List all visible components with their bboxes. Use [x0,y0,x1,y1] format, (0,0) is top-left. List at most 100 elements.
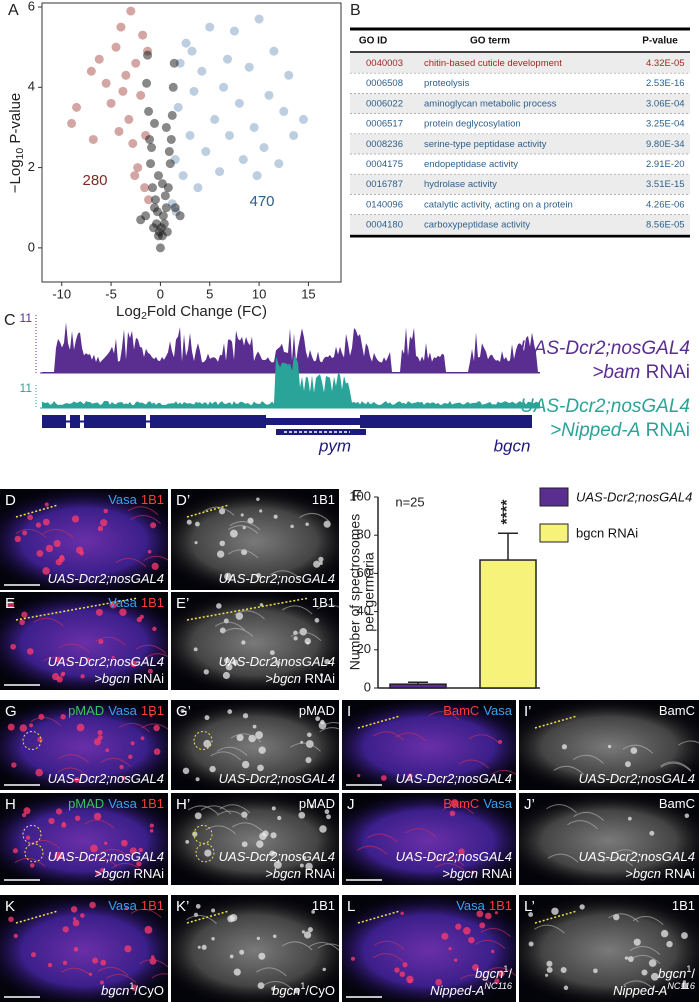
channel-label: pMAD [68,703,104,718]
cell-spot [193,647,198,652]
data-point [169,58,179,68]
panel-letter: F [352,488,362,505]
tissue [171,895,339,1002]
cell-spot [682,980,686,984]
cell-outline [42,656,74,666]
cell-spot [468,936,475,944]
data-point [161,203,171,213]
text-run: UAS-Dcr2;nosGAL4 [48,771,164,786]
data-point [166,134,176,144]
row-shade [350,93,690,114]
cell-outline [290,631,322,641]
cell-spot [72,919,80,927]
cell-spot [54,851,63,860]
data-point [114,126,124,136]
cell-spot [304,637,312,645]
cell-spot [31,952,37,958]
cell-outline [61,967,92,977]
marker-line [534,715,578,729]
text-run: >bgcn [265,866,301,881]
cell-spot [62,960,68,966]
cell-spot [42,518,50,526]
cell-outline [127,506,159,516]
tissue [0,592,168,690]
coverage-track [42,355,540,408]
cell-outline [130,908,162,918]
channel-labels: pMAD [299,796,335,811]
cell-spot [225,663,233,671]
data-point [175,211,185,221]
track-label: UAS-Dcr2;nosGAL4 [520,396,690,417]
channel-label: BamC [443,796,479,811]
table-cell: 4.26E-06 [646,199,685,210]
annotation: 280 [82,172,107,189]
cell-outline [58,754,90,764]
y-tick-label: 40 [357,603,371,618]
y-tick-label: 20 [357,641,371,656]
cell-spot [61,822,67,828]
micrograph [171,793,339,885]
cell-spot [21,611,28,618]
cell-spot [546,960,553,967]
table-cell: 0004180 [366,220,403,231]
cell-spot [147,668,153,674]
genotype-label: UAS-Dcr2;nosGAL4 [48,571,164,586]
cell-spot [326,814,331,820]
cell-spot [494,978,500,984]
text-run: RNAi [661,866,695,881]
cell-spot [219,540,226,547]
data-point [289,130,299,140]
cell-outline [227,525,259,535]
text-run: UAS-Dcr2;nosGAL4 [48,849,164,864]
table-cell: 0006022 [366,98,403,109]
marker-circle [195,843,215,863]
data-point [259,143,269,153]
cell-outline [234,610,265,620]
text-run: NC116 [667,981,696,991]
cell-spot [270,832,277,839]
cell-spot [224,572,232,581]
cell-outline [573,754,604,764]
cell-spot [22,530,28,536]
cell-spot [192,831,198,837]
data-point [279,106,289,116]
text-run: 10 [14,148,26,160]
cell-spot [319,825,327,833]
text-run: RNAi [301,671,335,686]
cell-spot [29,723,34,728]
cell-spot [186,519,192,525]
y-tick-label: 2 [28,159,35,174]
text-run: >Nipped-A [550,420,640,441]
data-point [193,183,203,193]
track-max-label: 11 [20,381,33,395]
genotype-label: Nipped-ANC116 [613,981,696,998]
cell-spot [649,830,655,836]
cell-outline [309,942,339,951]
cell-spot [209,765,216,773]
cell-outline [281,605,313,615]
data-point [111,42,121,52]
cell-spot [44,502,49,507]
cell-outline [97,966,129,976]
text-run: bgcn [475,966,503,981]
text-run: RNAi [478,866,512,881]
micrograph [342,895,516,1002]
cell-spot [660,929,669,938]
cell-spot [302,855,307,860]
panel-letter: G’ [176,703,191,720]
cell-spot [136,617,142,623]
cell-outline [546,804,577,814]
cell-outline [468,734,500,744]
cell-spot [491,949,495,954]
cell-spot [128,754,133,760]
data-point [147,143,157,153]
channel-labels: BamC Vasa [443,796,513,811]
cell-spot [124,945,132,953]
cell-spot [21,812,27,818]
micrograph [519,793,699,885]
channel-label: Vasa [108,595,137,610]
cell-spot [272,934,277,939]
text-run: /CyO [305,983,335,998]
track-max-label: 11 [20,311,33,325]
cell-spot [121,839,128,847]
